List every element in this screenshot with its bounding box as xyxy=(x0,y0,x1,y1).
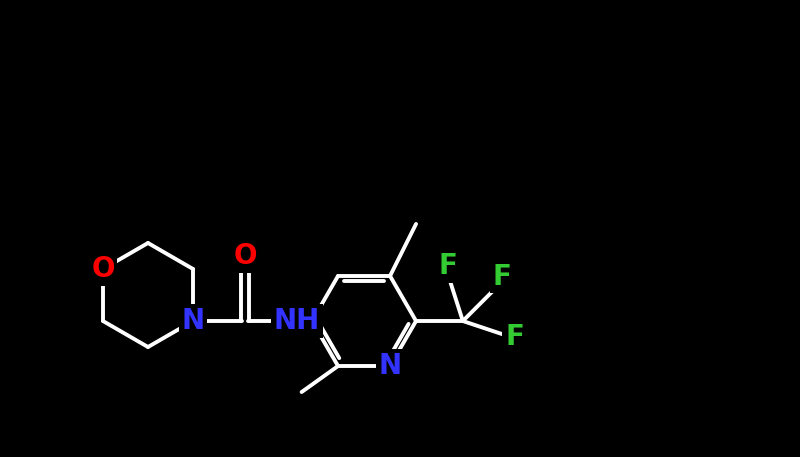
Text: F: F xyxy=(493,263,512,291)
Text: NH: NH xyxy=(274,307,320,335)
Text: N: N xyxy=(378,352,402,380)
Text: N: N xyxy=(182,307,205,335)
Text: F: F xyxy=(505,323,524,351)
Text: O: O xyxy=(91,255,114,283)
Text: F: F xyxy=(438,252,458,280)
Text: O: O xyxy=(234,242,257,270)
